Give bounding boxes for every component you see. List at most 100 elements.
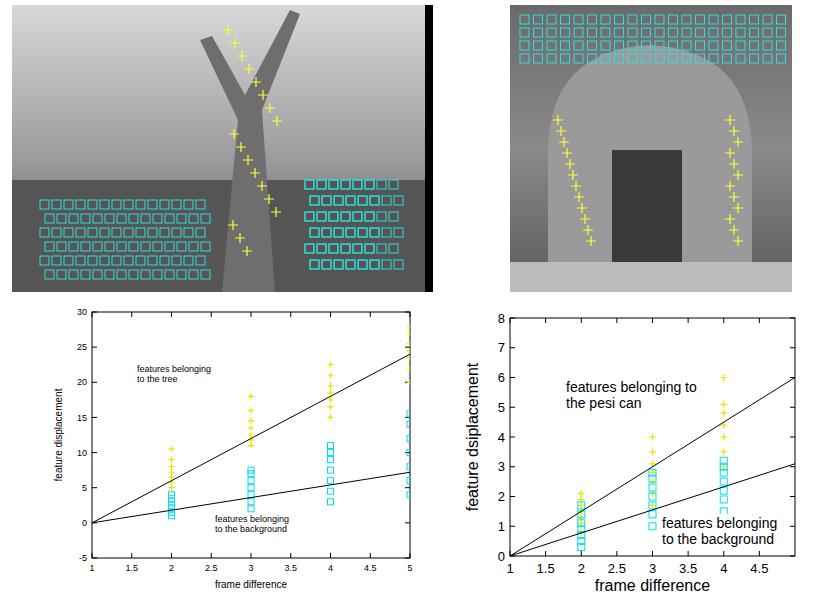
feature-plus bbox=[265, 103, 275, 113]
feature-plus bbox=[559, 137, 569, 147]
feature-square bbox=[382, 228, 391, 237]
x-tick bbox=[370, 312, 371, 558]
feature-square bbox=[112, 256, 121, 265]
feature-square bbox=[305, 212, 314, 221]
y-tick bbox=[92, 347, 410, 348]
y-axis-title: feature displacement bbox=[53, 388, 64, 481]
annotation-line: features belonging bbox=[215, 514, 289, 524]
y-tick bbox=[510, 318, 795, 319]
y-tick-label: 15 bbox=[77, 413, 87, 423]
feature-square bbox=[129, 242, 138, 251]
feature-square bbox=[334, 260, 343, 269]
feature-square bbox=[777, 54, 786, 63]
feature-square bbox=[201, 270, 210, 279]
feature-square bbox=[329, 180, 338, 189]
annotation-line: to the tree bbox=[137, 374, 178, 384]
feature-square bbox=[588, 54, 597, 63]
feature-square bbox=[682, 41, 691, 50]
point bbox=[407, 365, 410, 371]
feature-square bbox=[547, 54, 556, 63]
feature-square bbox=[45, 270, 54, 279]
feature-square bbox=[329, 244, 338, 253]
feature-square bbox=[534, 54, 543, 63]
feature-square bbox=[322, 228, 331, 237]
feature-square bbox=[52, 200, 61, 209]
feature-square bbox=[365, 180, 374, 189]
x-tick-label: 4.5 bbox=[750, 561, 768, 576]
feature-square bbox=[184, 228, 193, 237]
y-tick-label: 3 bbox=[498, 459, 505, 474]
feature-square bbox=[165, 214, 174, 223]
feature-square bbox=[341, 180, 350, 189]
feature-square bbox=[696, 41, 705, 50]
feature-square bbox=[642, 28, 651, 37]
y-tick-label: 8 bbox=[498, 311, 505, 326]
y-tick-label: 4 bbox=[498, 430, 505, 445]
feature-square bbox=[346, 196, 355, 205]
feature-square bbox=[601, 41, 610, 50]
feature-square bbox=[341, 244, 350, 253]
point bbox=[328, 372, 334, 378]
feature-square bbox=[588, 28, 597, 37]
feature-square bbox=[763, 28, 772, 37]
marks bbox=[92, 323, 410, 523]
feature-square bbox=[534, 41, 543, 50]
feature-square bbox=[148, 228, 157, 237]
feature-square bbox=[310, 260, 319, 269]
point bbox=[720, 374, 727, 381]
feature-square bbox=[310, 228, 319, 237]
feature-square bbox=[346, 260, 355, 269]
feature-square bbox=[382, 196, 391, 205]
x-tick-label: 4.5 bbox=[364, 563, 377, 573]
annotation-background bbox=[135, 363, 213, 385]
feature-square bbox=[365, 244, 374, 253]
feature-square bbox=[709, 28, 718, 37]
y-tick-label: -5 bbox=[79, 553, 87, 563]
feature-plus bbox=[562, 148, 572, 158]
annotation-line: to the background bbox=[215, 524, 287, 534]
feature-plus bbox=[733, 137, 743, 147]
feature-square bbox=[601, 28, 610, 37]
y-tick-label: 5 bbox=[498, 400, 505, 415]
point bbox=[169, 499, 175, 505]
feature-square bbox=[669, 28, 678, 37]
x-tick-label: 4 bbox=[328, 563, 333, 573]
feature-square bbox=[353, 212, 362, 221]
feature-square bbox=[628, 41, 637, 50]
feature-square bbox=[358, 260, 367, 269]
feature-square bbox=[105, 214, 114, 223]
x-axis-title: frame difference bbox=[595, 577, 710, 594]
feature-square bbox=[45, 242, 54, 251]
x-tick bbox=[131, 312, 132, 558]
feature-square bbox=[148, 200, 157, 209]
feature-plus bbox=[244, 64, 254, 74]
feature-square bbox=[669, 15, 678, 24]
x-tick-label: 3 bbox=[248, 563, 253, 573]
feature-plus bbox=[574, 192, 584, 202]
point bbox=[407, 330, 410, 336]
point bbox=[407, 411, 410, 417]
feature-square bbox=[160, 256, 169, 265]
feature-square bbox=[124, 256, 133, 265]
feature-square bbox=[561, 41, 570, 50]
feature-square bbox=[165, 242, 174, 251]
feature-square bbox=[69, 242, 78, 251]
y-tick bbox=[92, 487, 410, 488]
feature-square bbox=[305, 180, 314, 189]
feature-square bbox=[723, 54, 732, 63]
chart: 11.522.533.544.55-5051015202530frame dif… bbox=[53, 307, 413, 590]
feature-square bbox=[358, 196, 367, 205]
y-tick-label: 7 bbox=[498, 340, 505, 355]
feature-square bbox=[534, 28, 543, 37]
y-tick bbox=[510, 347, 795, 348]
feature-plus bbox=[258, 90, 268, 100]
feature-square bbox=[184, 256, 193, 265]
feature-square bbox=[81, 214, 90, 223]
feature-square bbox=[40, 228, 49, 237]
feature-square bbox=[520, 15, 529, 24]
feature-square bbox=[615, 28, 624, 37]
feature-square bbox=[628, 15, 637, 24]
tree-trunk bbox=[200, 10, 300, 292]
feature-square bbox=[358, 228, 367, 237]
point bbox=[248, 478, 254, 484]
